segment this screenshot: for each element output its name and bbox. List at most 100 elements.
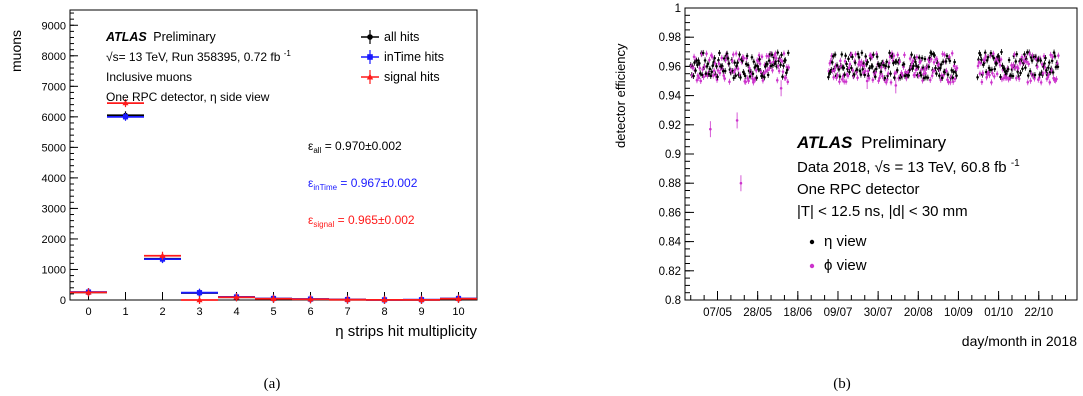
eta-point xyxy=(944,60,948,63)
y-tick-label: 0.94 xyxy=(659,91,682,103)
y-tick-label: 0.98 xyxy=(659,32,681,44)
eta-point xyxy=(995,62,998,65)
eta-point xyxy=(868,66,871,70)
eta-point xyxy=(782,64,785,68)
phi-point xyxy=(716,69,720,72)
marker-signal xyxy=(307,296,314,302)
eta-point xyxy=(1007,58,1011,62)
phi-point xyxy=(717,62,721,65)
phi-point xyxy=(862,64,866,68)
eta-point xyxy=(872,53,875,57)
phi-point xyxy=(919,59,922,63)
phi-point xyxy=(981,71,985,75)
phi-point xyxy=(913,73,917,77)
phi-point xyxy=(787,66,791,69)
marker-signal xyxy=(196,296,203,303)
phi-point xyxy=(779,87,783,90)
x-tick-label: 4 xyxy=(233,306,239,318)
x-tick-label: 2 xyxy=(159,306,165,318)
phi-point xyxy=(833,68,836,72)
eta-point xyxy=(933,53,936,57)
eta-point xyxy=(709,74,713,78)
phi-point xyxy=(838,80,841,83)
eta-point xyxy=(1045,69,1048,72)
phi-point xyxy=(846,74,850,77)
phi-point xyxy=(757,53,761,57)
eta-point xyxy=(1025,51,1029,54)
eta-point xyxy=(766,73,770,77)
eta-point xyxy=(744,62,748,66)
phi-point xyxy=(955,66,959,70)
eta-point xyxy=(871,65,874,68)
phi-point xyxy=(731,53,735,56)
eta-point xyxy=(833,53,837,56)
phi-point xyxy=(702,75,705,79)
eff-symbol: ε xyxy=(308,213,314,227)
eta-point xyxy=(862,62,866,65)
marker-intime xyxy=(196,290,203,296)
eta-point xyxy=(717,58,720,62)
marker-signal xyxy=(159,252,166,258)
phi-point xyxy=(711,74,715,77)
phi-point xyxy=(839,59,842,63)
eta-point xyxy=(780,53,783,57)
eta-point xyxy=(844,54,847,58)
eta-point xyxy=(988,68,992,72)
phi-point xyxy=(917,74,921,78)
phi-point xyxy=(921,79,924,82)
legend-marker xyxy=(366,73,374,80)
x-tick-label: 6 xyxy=(307,306,313,318)
phi-point xyxy=(903,53,906,57)
eta-point xyxy=(1053,55,1057,58)
eta-point xyxy=(707,72,711,76)
eta-point xyxy=(1038,73,1042,76)
y-tick-label: 4000 xyxy=(42,173,66,185)
phi-point xyxy=(893,72,897,75)
panel-a-ylabel: muons xyxy=(8,30,24,72)
phi-point xyxy=(1040,63,1044,66)
eta-point xyxy=(1024,66,1027,69)
panel-b-y-axis: 0.8 0.82 0.84 0.86 0.88 0.9 0.92 0.94 0.96 0.98 1 xyxy=(659,3,694,307)
eta-point xyxy=(752,60,756,63)
phi-point xyxy=(710,55,714,58)
eta-point xyxy=(878,64,882,67)
svg-text:√s= 13 TeV, Run 358395, 0.72 f: √s= 13 TeV, Run 358395, 0.72 fb -1 xyxy=(106,49,291,64)
phi-point xyxy=(866,69,870,73)
phi-point xyxy=(887,61,891,65)
y-tick-label: 1 xyxy=(675,3,681,15)
phi-point xyxy=(902,65,905,69)
eta-point xyxy=(875,55,879,58)
phi-point xyxy=(780,60,784,63)
panel-b-annotation: ATLAS Preliminary Data 2018, √s = 13 TeV… xyxy=(796,133,1020,220)
phi-point xyxy=(856,76,859,80)
eta-point xyxy=(708,67,712,71)
phi-point xyxy=(854,52,857,56)
phi-point xyxy=(1042,54,1046,58)
x-tick-label: 3 xyxy=(196,306,202,318)
atlas-label-b: ATLAS xyxy=(796,133,853,152)
detector-info: One RPC detector, η side view xyxy=(106,90,270,104)
phi-point xyxy=(842,80,846,83)
phi-point xyxy=(731,59,734,63)
phi-point xyxy=(1033,77,1036,80)
eta-point xyxy=(1043,62,1046,65)
x-tick-label: 18/06 xyxy=(783,307,812,319)
legend-label: signal hits xyxy=(384,70,440,84)
x-tick-label: 07/05 xyxy=(703,307,732,319)
phi-point xyxy=(1012,63,1015,67)
phi-point xyxy=(786,80,790,84)
phi-point xyxy=(766,68,770,72)
eta-point xyxy=(692,74,695,78)
y-tick-label: 0.96 xyxy=(659,61,681,73)
eta-point xyxy=(851,55,854,59)
panel-a-legend: all hits inTime hits signal hits xyxy=(361,30,444,84)
eta-point xyxy=(1025,57,1028,61)
phi-point xyxy=(723,77,726,80)
phi-point xyxy=(992,52,995,56)
phi-point xyxy=(953,77,957,81)
eta-point xyxy=(883,76,887,80)
eta-point xyxy=(723,69,727,73)
phi-point xyxy=(950,52,954,55)
eta-point xyxy=(857,56,861,59)
phi-point xyxy=(776,64,780,68)
